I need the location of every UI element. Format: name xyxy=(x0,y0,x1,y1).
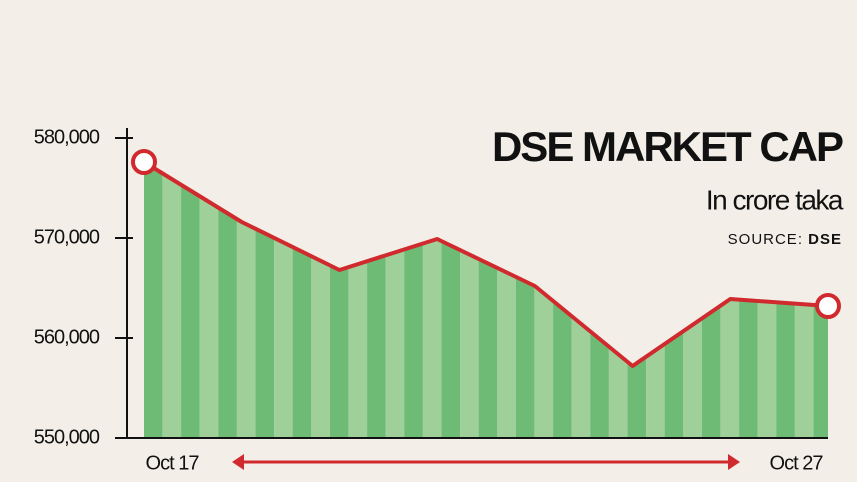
chart-title: DSE MARKET CAP xyxy=(492,123,843,170)
area xyxy=(144,162,828,438)
y-tick-label: 560,000 xyxy=(34,326,100,348)
line xyxy=(142,160,829,368)
x-tick-label: Oct 17 xyxy=(146,452,200,474)
date-range-arrow xyxy=(232,454,740,470)
source: SOURCE: DSE xyxy=(728,231,842,248)
y-tick-label: 550,000 xyxy=(34,426,100,448)
y-tick-label: 570,000 xyxy=(34,226,100,248)
end-marker xyxy=(815,293,841,319)
x-tick-label: Oct 27 xyxy=(770,452,824,474)
chart-subtitle: In crore taka xyxy=(706,184,844,215)
y-tick-label: 580,000 xyxy=(34,126,100,148)
source-label: SOURCE: xyxy=(728,231,803,248)
source-name: DSE xyxy=(808,231,842,248)
end-marker xyxy=(131,149,157,175)
